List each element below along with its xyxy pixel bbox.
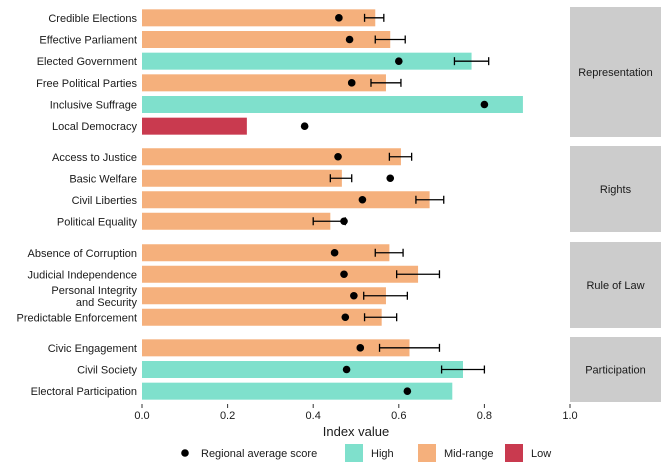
facet-strip — [570, 146, 661, 232]
category-label: Electoral Participation — [31, 386, 137, 398]
legend-label: Regional average score — [201, 448, 317, 460]
bar — [142, 339, 410, 357]
x-axis: 0.0 0.2 0.4 0.6 0.8 1.0 — [134, 404, 578, 422]
legend-label: Low — [531, 448, 551, 460]
legend-label: High — [371, 448, 394, 460]
regional-average-point — [395, 57, 403, 65]
category-label: Absence of Corruption — [28, 248, 137, 260]
bar — [142, 169, 342, 187]
facet-label: Rule of Law — [586, 280, 644, 292]
error-bar — [388, 152, 413, 161]
bar — [142, 244, 390, 262]
category-label: Effective Parliament — [39, 35, 137, 47]
bar — [142, 308, 382, 326]
legend-item-mid-range: Mid-range — [418, 444, 494, 462]
bar — [142, 31, 391, 48]
regional-average-point — [403, 387, 412, 395]
regional-average-point — [334, 152, 342, 161]
x-tick-label: 0.6 — [391, 410, 406, 422]
x-tick-label: 0.8 — [477, 410, 492, 422]
legend: Regional average score High Mid-range Low — [181, 444, 551, 462]
legend-swatch — [505, 444, 523, 462]
facet-strip — [570, 7, 661, 137]
category-label: Political Equality — [57, 216, 138, 228]
x-tick-label: 0.2 — [220, 410, 235, 422]
bar — [142, 212, 331, 230]
facet-strip — [570, 337, 661, 402]
error-bar — [374, 35, 406, 44]
error-bars-layer — [312, 13, 490, 374]
bar — [142, 382, 453, 400]
error-bar — [415, 195, 445, 204]
regional-average-point — [356, 344, 365, 352]
legend-item-regional-average: Regional average score — [181, 448, 317, 460]
regional-average-point — [358, 195, 367, 204]
regional-average-point — [342, 365, 351, 374]
category-label: Basic Welfare — [69, 173, 137, 185]
regional-average-point — [340, 217, 348, 226]
regional-average-point — [300, 122, 309, 130]
regional-average-point — [340, 270, 348, 279]
category-label: Civil Liberties — [72, 195, 138, 207]
facet-label: Rights — [600, 184, 632, 196]
error-bar — [329, 174, 353, 183]
legend-swatch — [345, 444, 363, 462]
bar — [142, 265, 419, 283]
error-bar — [363, 13, 385, 22]
facet-strips: Representation Rights Rule of Law Participa… — [570, 7, 661, 402]
category-label: Credible Elections — [48, 13, 137, 25]
regional-average-point — [330, 248, 339, 257]
bar — [142, 52, 472, 70]
category-label: Civic Engagement — [48, 343, 137, 355]
facet-label: Participation — [585, 365, 646, 377]
category-label: Personal Integrity and Security — [51, 285, 137, 309]
regional-average-point — [345, 35, 354, 44]
regional-average-point — [341, 313, 350, 322]
bar — [142, 96, 523, 113]
facet-strip — [570, 242, 661, 328]
x-tick-label: 0.4 — [306, 410, 321, 422]
legend-item-high: High — [345, 444, 394, 462]
x-tick-label: 0.0 — [134, 410, 149, 422]
bar — [142, 9, 376, 27]
category-label: Local Democracy — [52, 121, 137, 133]
category-labels: Credible Elections Effective Parliament El… — [17, 13, 138, 398]
regional-average-point — [480, 100, 489, 109]
error-bar — [370, 78, 402, 87]
x-axis-title: Index value — [323, 424, 390, 439]
error-bar — [378, 343, 441, 352]
category-label: Predictable Enforcement — [17, 312, 137, 324]
category-label: Judicial Independence — [28, 269, 137, 281]
bar — [142, 287, 386, 305]
legend-point-key — [181, 449, 189, 457]
error-bar — [396, 270, 441, 279]
regional-average-point — [335, 14, 343, 22]
regional-average-point — [347, 79, 356, 87]
error-bar — [374, 248, 404, 257]
category-label: Inclusive Suffrage — [50, 100, 137, 112]
regional-average-point — [386, 174, 395, 183]
regional-average-point — [350, 291, 358, 300]
category-label: Elected Government — [37, 56, 137, 68]
bar — [142, 117, 247, 135]
legend-swatch — [418, 444, 436, 462]
category-label: Free Political Parties — [36, 78, 137, 90]
legend-item-low: Low — [505, 444, 551, 462]
error-bar — [440, 365, 486, 374]
error-bar — [453, 57, 490, 66]
legend-label: Mid-range — [444, 448, 494, 460]
bars-layer — [142, 9, 523, 400]
error-bar — [363, 313, 398, 322]
bar — [142, 191, 430, 209]
category-label: Access to Justice — [52, 152, 137, 164]
bar — [142, 74, 386, 92]
error-bar — [363, 291, 409, 300]
points-layer — [300, 14, 489, 395]
x-tick-label: 1.0 — [562, 410, 577, 422]
bar — [142, 361, 463, 378]
bar — [142, 148, 401, 166]
category-label: Civil Society — [77, 365, 137, 377]
facet-label: Representation — [578, 67, 653, 79]
